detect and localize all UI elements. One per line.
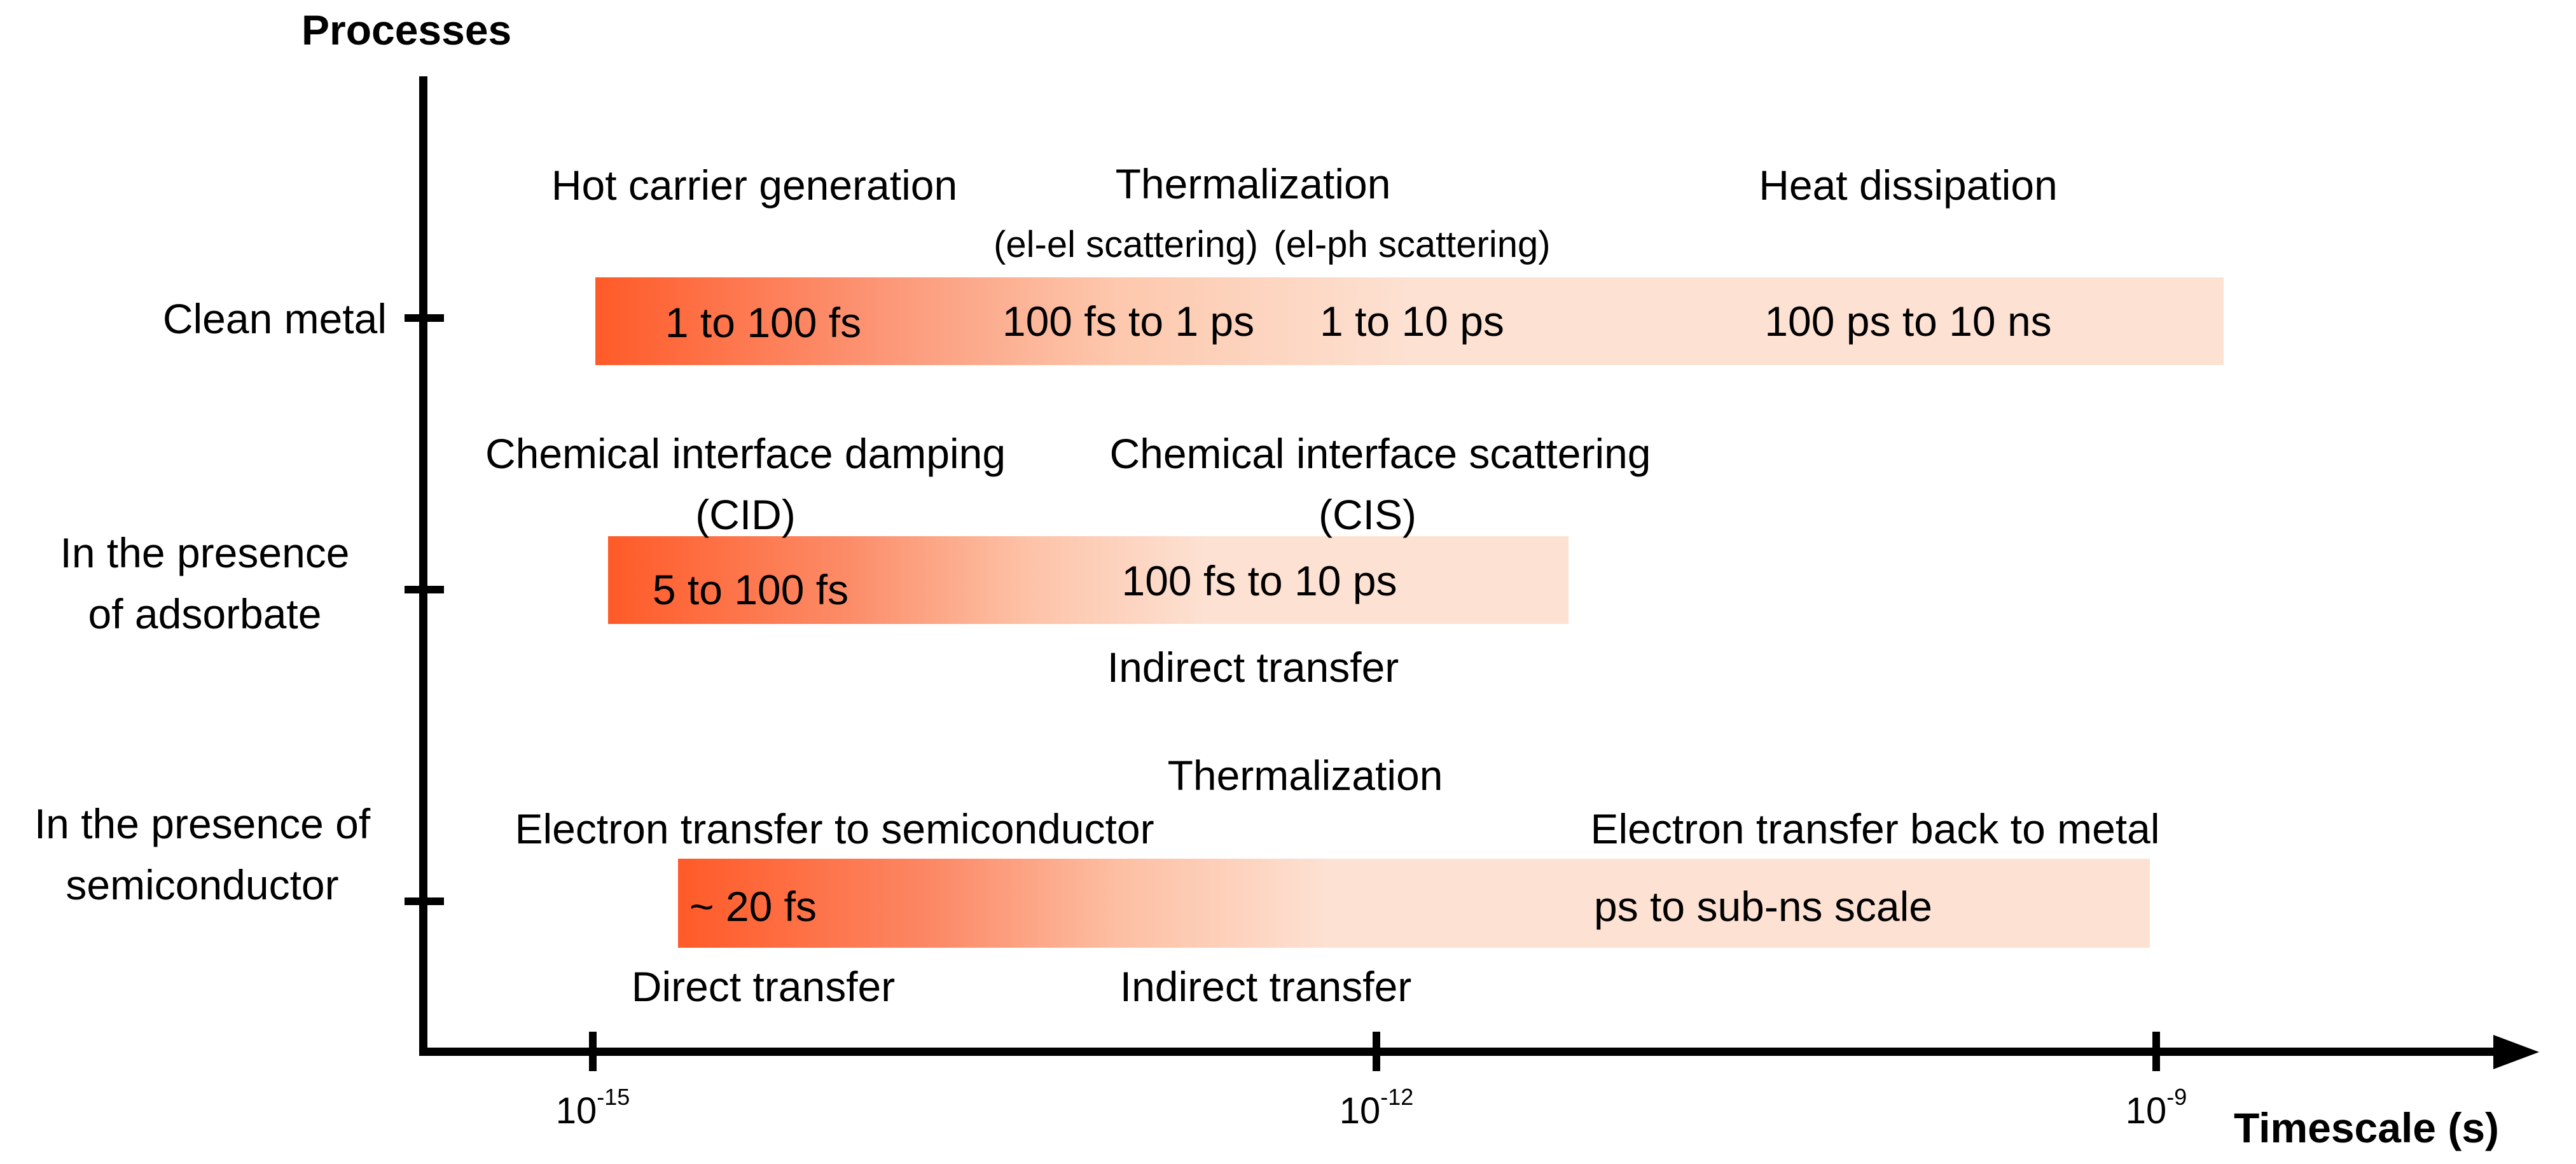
bar-clean-metal	[595, 277, 2224, 365]
y-axis-title: Processes	[301, 6, 512, 53]
label-cis-line1: Chemical interface scattering	[1109, 430, 1651, 477]
time-100fs-to-10ps: 100 fs to 10 ps	[1121, 557, 1397, 604]
x-axis	[419, 1048, 2505, 1056]
label-thermalization-clean: Thermalization	[1115, 160, 1391, 207]
y-axis	[419, 76, 427, 1056]
x-tick-1e-9	[2152, 1032, 2160, 1071]
x-tick-label-1e-12: 10-12	[1339, 1084, 1414, 1132]
y-tick-clean-metal	[405, 314, 444, 322]
bar-adsorbate	[608, 536, 1568, 624]
label-thermalization-semiconductor: Thermalization	[1167, 752, 1443, 799]
label-cis-line2: (CIS)	[1319, 491, 1416, 538]
label-indirect-transfer-adsorbate: Indirect transfer	[1107, 644, 1399, 691]
row-label-semiconductor-line1: In the presence of	[34, 800, 371, 847]
x-axis-arrow	[2493, 1035, 2539, 1069]
time-5-to-100-fs: 5 to 100 fs	[652, 566, 849, 613]
time-ps-to-sub-ns: ps to sub-ns scale	[1594, 883, 1932, 930]
label-indirect-transfer-semiconductor: Indirect transfer	[1119, 963, 1412, 1010]
time-20-fs: ~ 20 fs	[689, 883, 817, 930]
x-tick-1e-15	[589, 1032, 597, 1071]
time-1-to-10-ps: 1 to 10 ps	[1320, 298, 1504, 345]
x-tick-label-1e-9: 10-9	[2125, 1084, 2187, 1132]
time-100ps-to-10ns: 100 ps to 10 ns	[1764, 298, 2052, 345]
row-label-clean-metal: Clean metal	[162, 295, 387, 342]
label-electron-transfer-to-semiconductor: Electron transfer to semiconductor	[515, 805, 1154, 852]
bar-semiconductor	[678, 859, 2150, 948]
time-100fs-to-1ps: 100 fs to 1 ps	[1002, 298, 1255, 345]
time-1-to-100-fs: 1 to 100 fs	[665, 299, 862, 346]
label-electron-transfer-back-to-metal: Electron transfer back to metal	[1590, 805, 2160, 852]
label-cid-line2: (CID)	[695, 491, 796, 538]
y-tick-adsorbate	[405, 586, 444, 593]
row-label-semiconductor-line2: semiconductor	[66, 861, 339, 908]
row-label-adsorbate-line1: In the presence	[60, 529, 350, 576]
label-el-el-scattering: (el-el scattering)	[994, 224, 1258, 265]
y-tick-semiconductor	[405, 897, 444, 905]
x-tick-label-1e-15: 10-15	[555, 1084, 630, 1132]
x-axis-title: Timescale (s)	[2234, 1104, 2500, 1151]
label-direct-transfer: Direct transfer	[631, 963, 896, 1010]
label-el-ph-scattering: (el-ph scattering)	[1273, 224, 1551, 265]
label-heat-dissipation: Heat dissipation	[1759, 162, 2058, 209]
row-label-adsorbate-line2: of adsorbate	[88, 590, 322, 637]
label-cid-line1: Chemical interface damping	[485, 430, 1006, 477]
label-hot-carrier-generation: Hot carrier generation	[551, 162, 958, 209]
x-tick-1e-12	[1373, 1032, 1380, 1071]
